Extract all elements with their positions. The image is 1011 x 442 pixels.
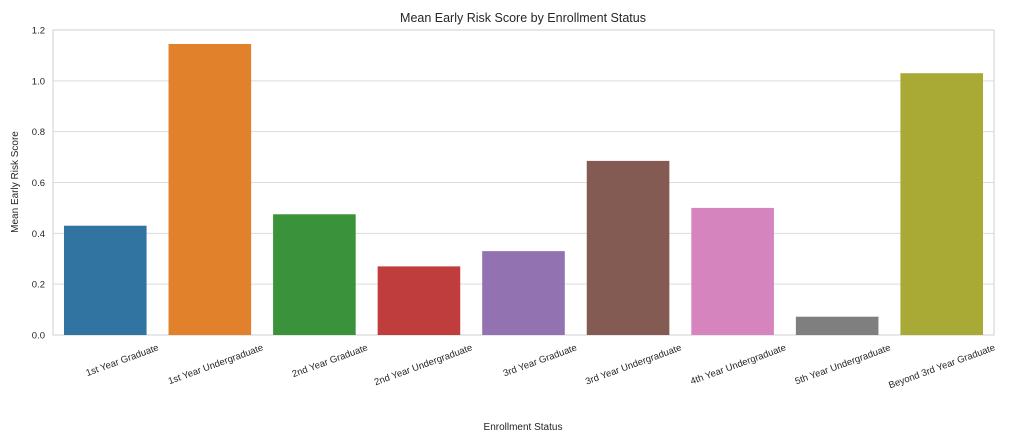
x-tick-labels: 1st Year Graduate 1st Year Undergraduate 2…: [85, 342, 997, 391]
y-tick-labels: 0.0 0.2 0.4 0.6 0.8 1.0 1.2: [32, 26, 45, 342]
bar: [63, 225, 147, 335]
bar: [482, 251, 565, 335]
bar: [586, 160, 670, 335]
x-tick-label: 1st Year Graduate: [85, 342, 161, 379]
x-tick-label: 3rd Year Graduate: [502, 342, 579, 379]
x-tick-label: 2nd Year Graduate: [291, 342, 370, 380]
y-tick-label: 0.8: [32, 127, 45, 138]
bar: [273, 214, 356, 335]
bar: [900, 73, 984, 335]
chart-title: Mean Early Risk Score by Enrollment Stat…: [400, 11, 646, 25]
bar: [691, 207, 774, 335]
y-tick-label: 0.0: [32, 331, 45, 342]
y-tick-label: 0.6: [32, 178, 45, 189]
x-axis-title: Enrollment Status: [484, 422, 563, 433]
bar: [168, 43, 252, 336]
x-tick-label: 4th Year Undergraduate: [689, 342, 788, 387]
bar: [377, 266, 461, 335]
x-tick-label: 3rd Year Undergraduate: [584, 342, 683, 387]
bars: [63, 43, 984, 336]
x-tick-label: Beyond 3rd Year Graduate: [887, 342, 996, 391]
bar: [795, 316, 879, 335]
y-tick-label: 0.2: [32, 280, 45, 291]
x-tick-label: 1st Year Undergraduate: [167, 342, 265, 387]
y-tick-label: 1.0: [32, 76, 45, 87]
y-tick-label: 0.4: [32, 229, 45, 240]
y-tick-label: 1.2: [32, 26, 45, 37]
x-tick-label: 5th Year Undergraduate: [794, 342, 893, 387]
y-axis-title: Mean Early Risk Score: [10, 131, 21, 233]
x-tick-label: 2nd Year Undergraduate: [373, 342, 474, 388]
